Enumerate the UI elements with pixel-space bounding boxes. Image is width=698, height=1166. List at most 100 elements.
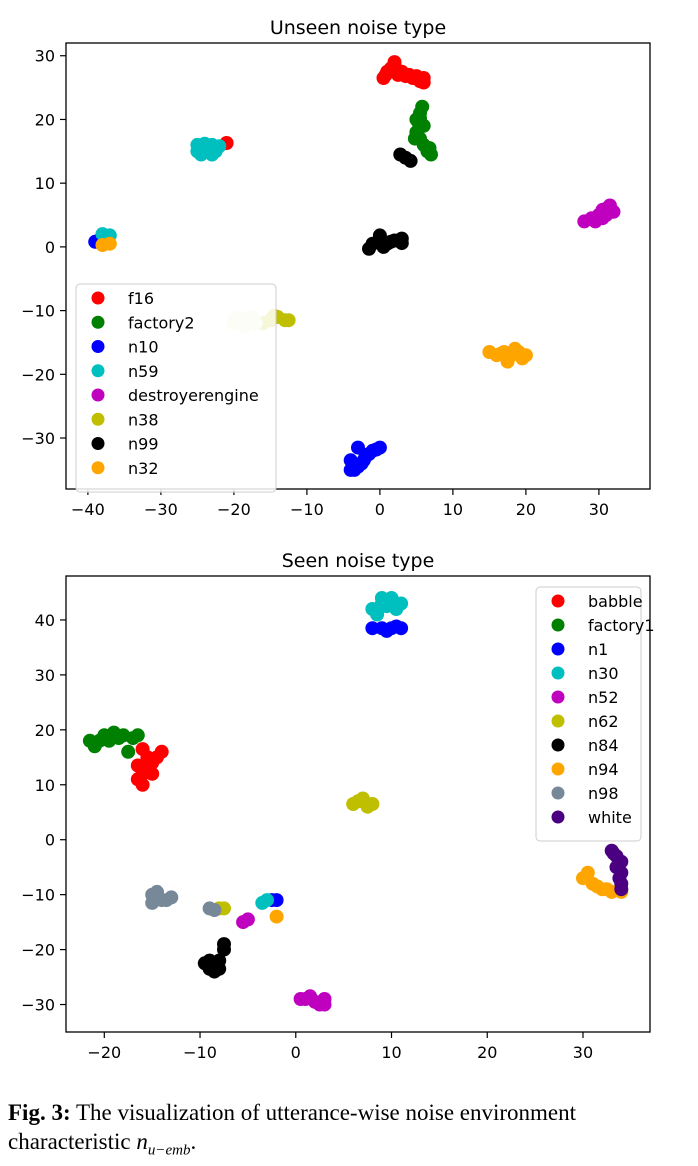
- figure-canvas: Unseen noise type −40 −30 −20 −10 0 10 20 30 −30 −…: [21, 17, 655, 1062]
- data-point: [217, 937, 231, 952]
- data-point: [190, 144, 205, 159]
- data-point: [362, 241, 376, 256]
- x-tick-label: 20: [477, 1043, 497, 1062]
- legend-label: n32: [128, 459, 159, 478]
- data-point: [612, 871, 627, 886]
- series-factory2: [407, 99, 438, 162]
- legend-label: n10: [128, 338, 159, 357]
- y-tick-label: 0: [45, 238, 55, 257]
- figure-caption: Fig. 3: The visualization of utterance-w…: [8, 1100, 577, 1159]
- plot-unseen-noise-type: Unseen noise type −40 −30 −20 −10 0 10 20 30 −30 −…: [21, 17, 651, 519]
- x-tick-label: 10: [381, 1043, 401, 1062]
- series-factory1: [82, 725, 145, 759]
- legend-label: n84: [588, 736, 619, 755]
- data-point: [154, 744, 169, 759]
- legend-marker: [551, 666, 565, 680]
- series-n99: [362, 147, 418, 256]
- data-point: [599, 882, 614, 897]
- legend-marker: [91, 412, 105, 426]
- y-tick-label: 10: [35, 776, 55, 795]
- data-point: [588, 214, 603, 229]
- legend-marker: [551, 690, 565, 704]
- legend-marker: [91, 291, 105, 305]
- data-point: [293, 992, 308, 1006]
- data-point: [212, 961, 227, 976]
- legend-label: n59: [128, 362, 159, 381]
- y-tick-label: 20: [35, 110, 55, 129]
- data-point: [281, 313, 296, 328]
- data-point: [240, 912, 255, 927]
- legend-marker: [551, 642, 565, 656]
- legend-label: destroyerengine: [128, 386, 259, 405]
- y-tick-label: −30: [21, 429, 55, 448]
- legend-label: n98: [588, 784, 619, 803]
- legend-label: factory1: [588, 616, 655, 635]
- legend-marker: [551, 714, 565, 728]
- y-tick-label: 40: [35, 611, 55, 630]
- x-tick-label: −30: [144, 500, 178, 519]
- x-tick-label: −40: [71, 500, 105, 519]
- data-point: [372, 228, 387, 243]
- x-tick-label: 0: [291, 1043, 301, 1062]
- data-point: [159, 893, 174, 908]
- series-n1: [264, 619, 409, 908]
- x-tick-label: −10: [290, 500, 324, 519]
- legend-label: n1: [588, 640, 608, 659]
- axes-frame: [65, 575, 651, 1033]
- series-n62: [212, 791, 380, 916]
- x-tick-label: −10: [183, 1043, 217, 1062]
- data-point: [102, 236, 117, 251]
- data-point: [202, 953, 217, 968]
- data-point: [422, 141, 437, 156]
- data-point: [370, 607, 385, 622]
- y-tick-label: −10: [21, 886, 55, 905]
- legend-label: f16: [128, 289, 154, 308]
- data-point: [351, 440, 365, 455]
- series-n59: [95, 136, 227, 243]
- y-tick-label: −10: [21, 302, 55, 321]
- legend-label: n52: [588, 688, 619, 707]
- series-n84: [197, 937, 231, 979]
- data-point: [130, 728, 145, 743]
- data-point: [393, 147, 408, 162]
- legend-marker: [551, 594, 565, 608]
- data-point: [415, 99, 430, 114]
- data-point: [389, 619, 404, 634]
- y-tick-label: 20: [35, 721, 55, 740]
- data-point: [260, 893, 274, 908]
- axes-frame: [65, 42, 651, 490]
- data-point: [407, 131, 422, 146]
- series-n30: [255, 591, 409, 910]
- series-babble: [130, 742, 169, 792]
- x-tick-label: −20: [87, 1043, 121, 1062]
- data-point: [394, 236, 409, 251]
- legend-label: n94: [588, 760, 619, 779]
- legend-label: babble: [588, 592, 643, 611]
- data-point: [205, 147, 219, 162]
- y-tick-label: −20: [21, 941, 55, 960]
- data-point: [609, 860, 624, 875]
- legend-label: n38: [128, 410, 159, 429]
- y-tick-label: 30: [35, 47, 55, 66]
- series-n52: [236, 912, 332, 1012]
- legend-marker: [551, 786, 565, 800]
- data-point: [378, 67, 393, 82]
- data-point: [387, 58, 402, 73]
- data-point: [515, 351, 530, 366]
- legend-marker: [551, 762, 565, 776]
- series-n32: [95, 236, 533, 369]
- data-point: [82, 733, 97, 748]
- figure-label: Fig. 3:: [8, 1100, 71, 1125]
- caption-math: nu−emb: [136, 1129, 191, 1159]
- data-point: [416, 75, 431, 90]
- data-point: [356, 453, 371, 468]
- chart-legend: babble factory1 n1 n30 n52 n62 n84 n94 n98 white: [535, 586, 655, 842]
- series-n98: [145, 884, 222, 917]
- y-tick-label: 10: [35, 174, 55, 193]
- data-point: [508, 341, 522, 356]
- legend-marker: [91, 461, 105, 475]
- chart-title: Seen noise type: [282, 550, 435, 572]
- data-point: [121, 744, 136, 759]
- caption-text: The visualization of utterance-wise nois…: [8, 1100, 577, 1154]
- data-point: [606, 846, 621, 861]
